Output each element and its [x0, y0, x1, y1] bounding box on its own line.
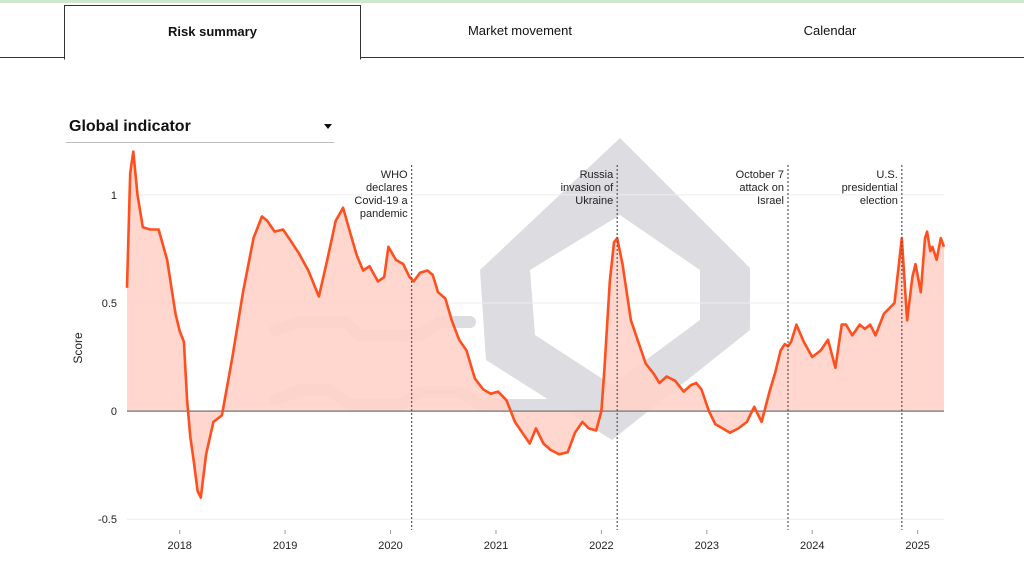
event-annotation: Russia [580, 169, 615, 181]
event-annotation: pandemic [360, 208, 408, 220]
y-tick-label: 1 [111, 190, 117, 202]
x-tick-label: 2018 [167, 540, 191, 552]
y-tick-label: 0 [111, 406, 117, 418]
x-tick-label: 2022 [589, 540, 613, 552]
tab-calendar[interactable]: Calendar [803, 23, 857, 38]
x-tick-label: 2023 [695, 540, 719, 552]
x-tick-label: 2021 [484, 540, 508, 552]
event-annotation: attack on [739, 182, 784, 194]
event-annotation: U.S. [876, 169, 897, 181]
x-tick-label: 2024 [800, 540, 824, 552]
event-annotation: Covid-19 a [354, 195, 408, 207]
indicator-dropdown-label: Global indicator [69, 118, 191, 135]
top-accent-line [0, 0, 1024, 3]
series-area-fill [127, 151, 944, 498]
event-annotation: October 7 [736, 169, 784, 181]
event-annotation: WHO [381, 169, 408, 181]
y-axis-label: Score [71, 332, 85, 364]
y-tick-label: -0.5 [98, 514, 117, 526]
x-tick-label: 2025 [905, 540, 929, 552]
tab-risk-summary[interactable]: Risk summary [64, 5, 361, 60]
event-annotation: declares [366, 182, 408, 194]
series-line [125, 150, 946, 499]
event-annotation: invasion of [561, 182, 615, 194]
event-annotation: Israel [757, 195, 784, 207]
event-annotation: Ukraine [575, 195, 613, 207]
y-tick-label: 0.5 [102, 298, 117, 310]
tab-market-movement[interactable]: Market movement [467, 23, 573, 38]
tab-bar: Risk summary Market movement Calendar [0, 3, 1024, 60]
event-annotation: election [860, 195, 898, 207]
x-tick-label: 2019 [273, 540, 297, 552]
event-annotation: presidential [842, 182, 898, 194]
indicator-dropdown[interactable]: Global indicator [66, 112, 334, 143]
caret-down-icon [324, 124, 332, 129]
x-tick-label: 2020 [378, 540, 402, 552]
